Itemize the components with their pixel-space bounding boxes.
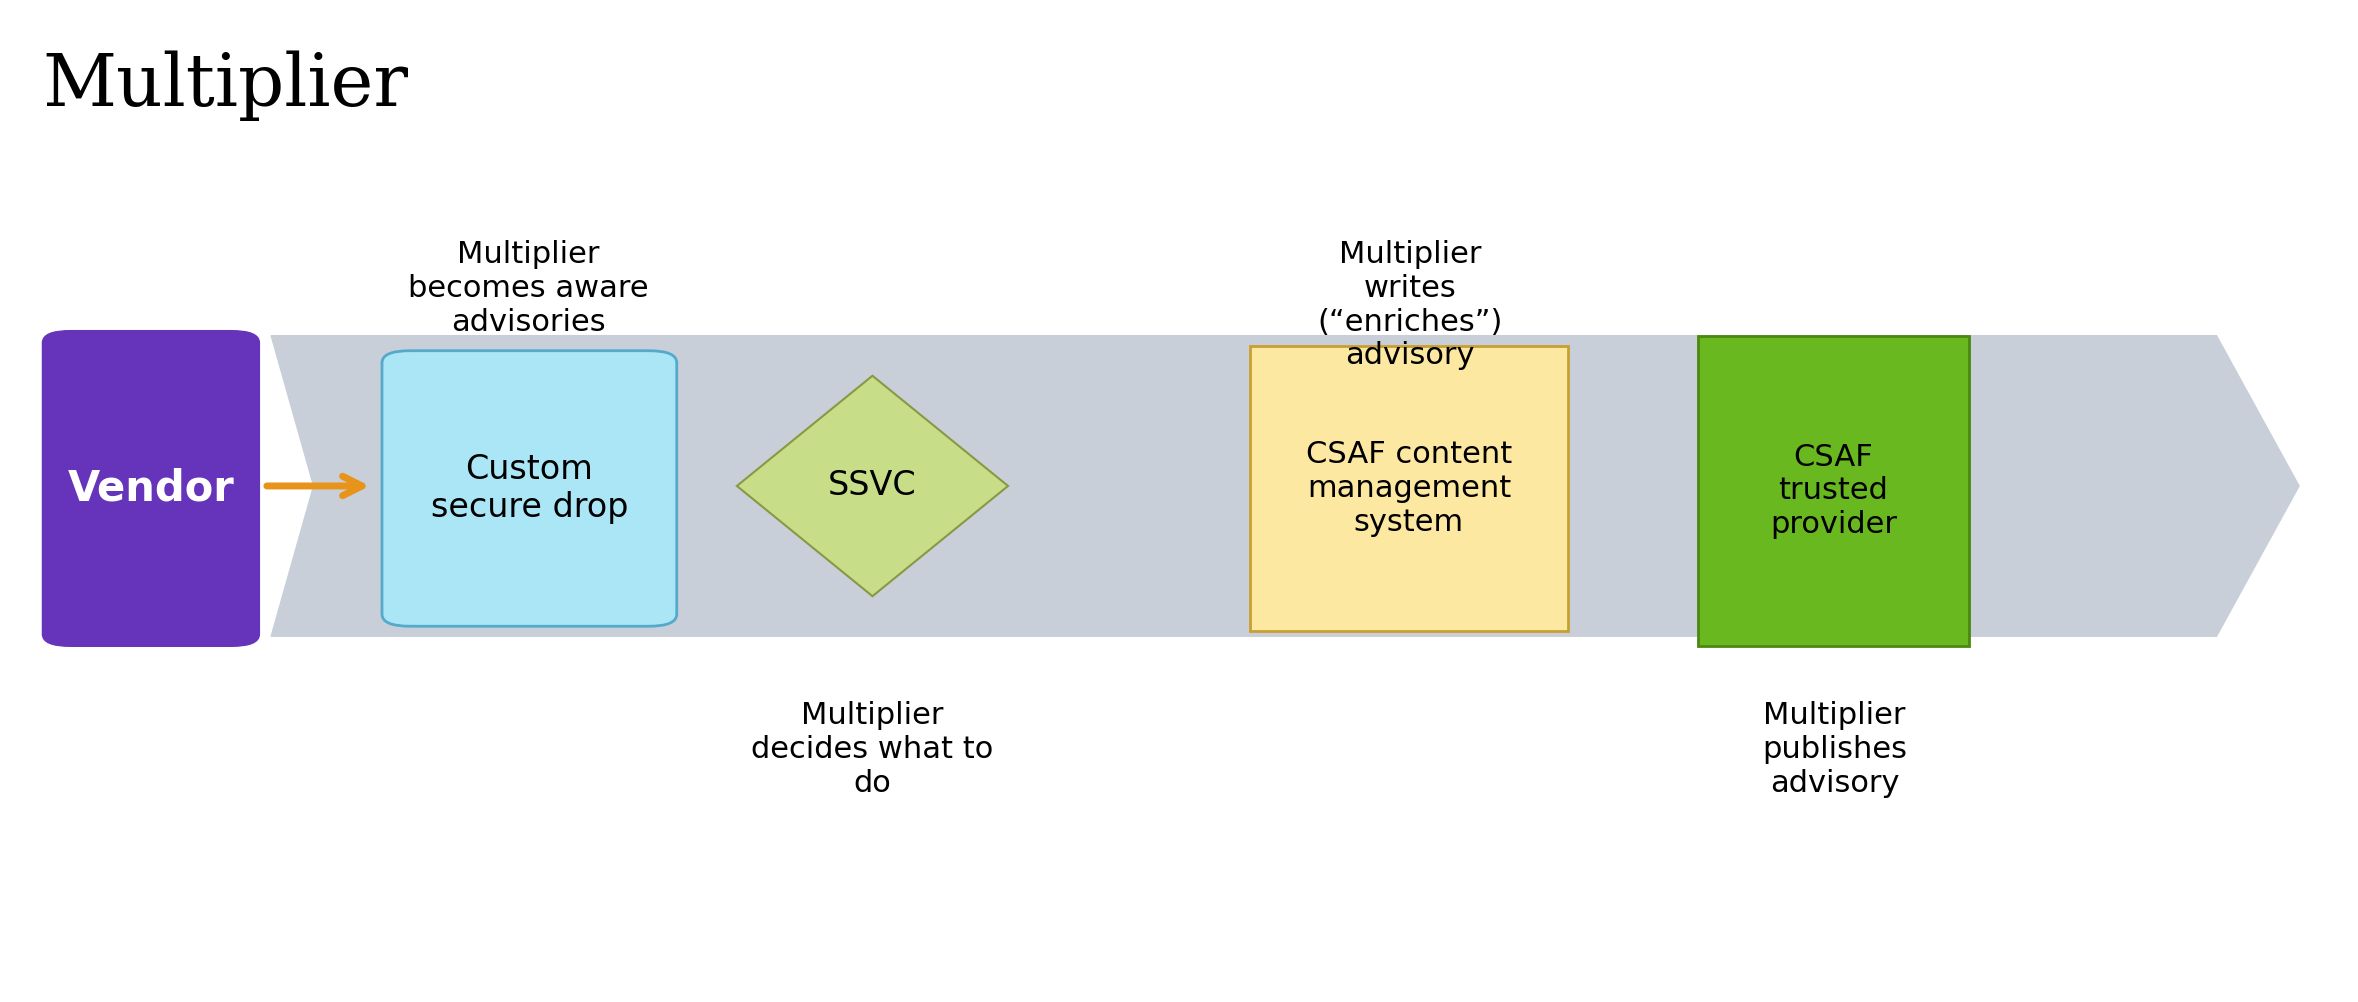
Text: Multiplier
becomes aware
advisories: Multiplier becomes aware advisories: [408, 240, 648, 337]
Text: Custom
secure drop: Custom secure drop: [432, 453, 627, 524]
FancyBboxPatch shape: [1250, 346, 1568, 631]
Text: CSAF
trusted
provider: CSAF trusted provider: [1771, 443, 1896, 539]
Text: CSAF content
management
system: CSAF content management system: [1306, 440, 1511, 537]
FancyBboxPatch shape: [1698, 336, 1969, 646]
Polygon shape: [736, 376, 1009, 596]
Text: Vendor: Vendor: [68, 468, 233, 509]
Polygon shape: [271, 336, 2299, 636]
Text: Multiplier
writes
(“enriches”)
advisory: Multiplier writes (“enriches”) advisory: [1318, 240, 1502, 371]
FancyBboxPatch shape: [42, 331, 259, 646]
Text: Multiplier
publishes
advisory: Multiplier publishes advisory: [1761, 701, 1908, 798]
Text: Multiplier: Multiplier: [42, 50, 408, 120]
Text: Multiplier
decides what to
do: Multiplier decides what to do: [752, 701, 993, 798]
Text: SSVC: SSVC: [828, 470, 917, 502]
FancyBboxPatch shape: [382, 351, 677, 626]
